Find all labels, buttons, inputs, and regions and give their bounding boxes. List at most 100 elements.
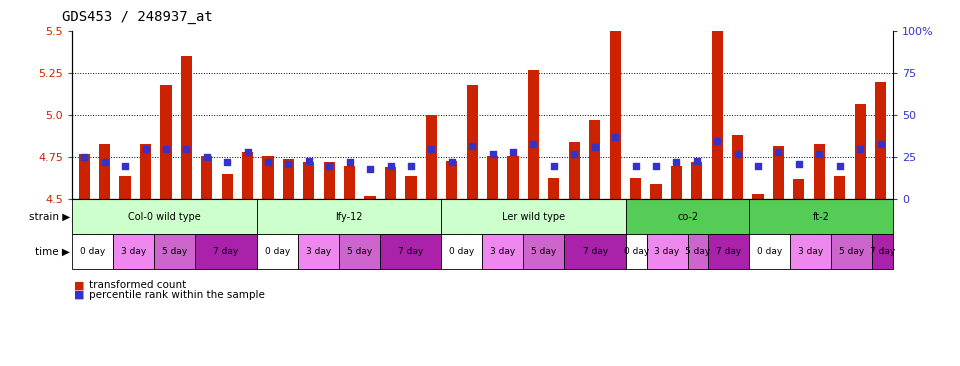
Point	[97, 160, 112, 165]
Text: 7 day: 7 day	[398, 247, 423, 256]
Bar	[773, 146, 784, 199]
Point	[505, 149, 520, 155]
Point	[873, 141, 888, 147]
Bar	[487, 156, 498, 199]
Bar	[385, 168, 396, 199]
Point	[628, 163, 643, 169]
Text: 0 day: 0 day	[265, 247, 290, 256]
Text: 5 day: 5 day	[685, 247, 710, 256]
Bar	[119, 176, 131, 199]
Bar	[711, 31, 723, 199]
Point	[423, 146, 439, 152]
Bar	[875, 82, 886, 199]
Text: 0 day: 0 day	[757, 247, 782, 256]
Point	[383, 163, 398, 169]
Point	[648, 163, 663, 169]
Text: time ▶: time ▶	[36, 247, 70, 257]
Point	[587, 144, 602, 150]
Point	[689, 158, 705, 164]
Point	[566, 151, 582, 157]
Bar	[180, 56, 192, 199]
Bar	[548, 178, 560, 199]
Text: percentile rank within the sample: percentile rank within the sample	[89, 290, 265, 300]
Point	[465, 143, 480, 149]
Bar	[242, 152, 253, 199]
Point	[403, 163, 419, 169]
Point	[158, 146, 174, 152]
Bar	[528, 70, 540, 199]
Text: ■: ■	[74, 290, 84, 300]
Text: strain ▶: strain ▶	[29, 212, 70, 222]
Point	[832, 163, 848, 169]
Bar	[405, 176, 417, 199]
Bar	[222, 174, 232, 199]
Point	[280, 161, 296, 167]
Point	[220, 160, 235, 165]
Bar	[610, 31, 621, 199]
Point	[363, 166, 378, 172]
Text: 0 day: 0 day	[449, 247, 474, 256]
Bar	[283, 159, 294, 199]
Point	[791, 161, 806, 167]
Bar	[99, 144, 110, 199]
Point	[485, 151, 500, 157]
Point	[260, 160, 276, 165]
Text: 7 day: 7 day	[583, 247, 608, 256]
Point	[322, 163, 337, 169]
Bar	[365, 196, 375, 199]
Point	[138, 146, 154, 152]
Bar	[425, 115, 437, 199]
Text: 3 day: 3 day	[305, 247, 331, 256]
Bar	[650, 184, 661, 199]
Text: Col-0 wild type: Col-0 wild type	[128, 212, 201, 222]
Text: 5 day: 5 day	[162, 247, 187, 256]
Text: 5 day: 5 day	[531, 247, 557, 256]
Point	[179, 146, 194, 152]
Bar	[467, 85, 478, 199]
Text: 0 day: 0 day	[624, 247, 649, 256]
Text: transformed count: transformed count	[89, 280, 186, 291]
Point	[771, 149, 786, 155]
Bar	[508, 156, 518, 199]
Text: 7 day: 7 day	[716, 247, 741, 256]
Point	[199, 154, 214, 160]
Bar	[160, 85, 172, 199]
Bar	[202, 156, 212, 199]
Point	[77, 154, 92, 160]
Text: 7 day: 7 day	[870, 247, 895, 256]
Point	[730, 151, 745, 157]
Text: ft-2: ft-2	[812, 212, 829, 222]
Point	[669, 160, 684, 165]
Point	[608, 134, 623, 140]
Text: 5 day: 5 day	[839, 247, 864, 256]
Bar	[79, 154, 90, 199]
Point	[301, 158, 317, 164]
Point	[240, 149, 255, 155]
Point	[751, 163, 766, 169]
Text: ■: ■	[74, 280, 84, 291]
Text: 3 day: 3 day	[655, 247, 680, 256]
Bar	[303, 163, 315, 199]
Bar	[446, 161, 457, 199]
Bar	[814, 144, 825, 199]
Point	[852, 146, 868, 152]
Point	[342, 160, 357, 165]
Text: 3 day: 3 day	[121, 247, 146, 256]
Bar	[732, 135, 743, 199]
Bar	[324, 163, 335, 199]
Text: GDS453 / 248937_at: GDS453 / 248937_at	[62, 10, 213, 24]
Bar	[589, 120, 600, 199]
Text: 3 day: 3 day	[491, 247, 516, 256]
Bar	[854, 104, 866, 199]
Text: 3 day: 3 day	[798, 247, 824, 256]
Text: 0 day: 0 day	[80, 247, 106, 256]
Text: 5 day: 5 day	[347, 247, 372, 256]
Bar	[834, 176, 846, 199]
Bar	[671, 166, 682, 199]
Point	[811, 151, 827, 157]
Text: Ler wild type: Ler wild type	[502, 212, 565, 222]
Bar	[344, 166, 355, 199]
Point	[444, 160, 460, 165]
Point	[709, 138, 725, 143]
Bar	[262, 156, 274, 199]
